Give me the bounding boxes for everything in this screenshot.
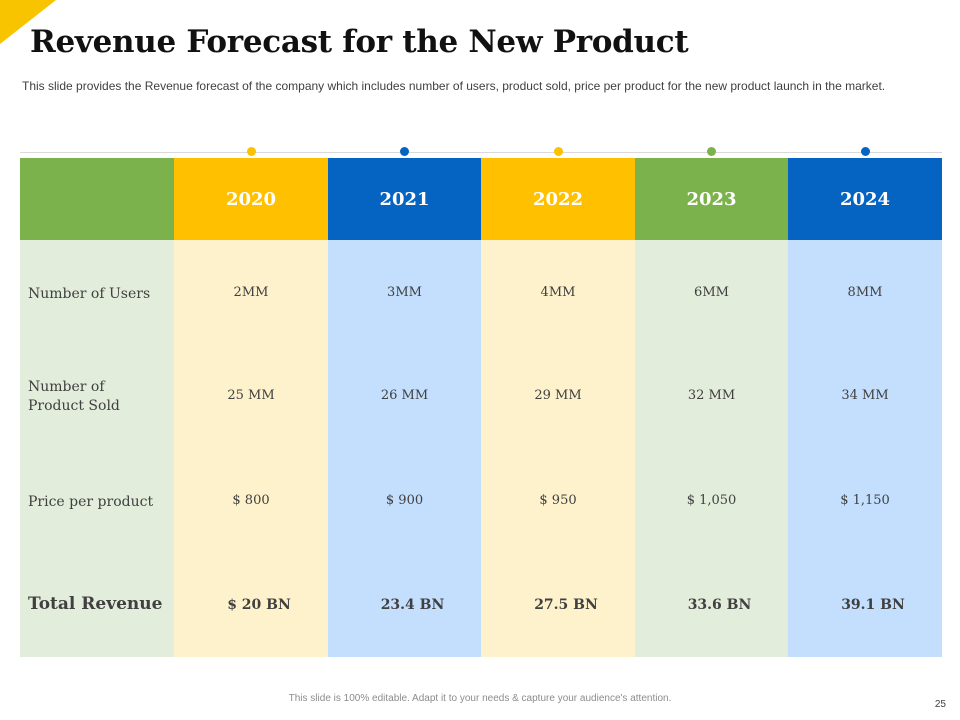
year-header: 2021	[328, 158, 481, 240]
year-column-2024: 2024 8MM 34 MM $ 1,150 39.1 BN	[788, 158, 942, 657]
timeline-dot	[246, 147, 256, 156]
row-label-total-revenue: Total Revenue	[28, 594, 163, 614]
total-revenue-value: 39.1 BN	[841, 597, 905, 613]
total-revenue-value: $ 20 BN	[227, 597, 291, 613]
total-revenue-value: 23.4 BN	[380, 597, 445, 613]
label-column-header	[20, 158, 174, 240]
year-column-body: 2MM 25 MM $ 800 $ 20 BN	[174, 240, 328, 657]
table-cell: $ 1,050	[686, 493, 737, 508]
footer-note: This slide is 100% editable. Adapt it to…	[288, 693, 672, 704]
table-cell: 26 MM	[380, 388, 429, 403]
table-cell: 4MM	[540, 285, 576, 300]
year-header: 2020	[174, 158, 328, 240]
year-column-2023: 2023 6MM 32 MM $ 1,050 33.6 BN	[635, 158, 788, 657]
total-revenue-value: 27.5 BN	[534, 597, 598, 613]
timeline-dot	[860, 147, 870, 156]
table-cell: 3MM	[387, 285, 422, 300]
table-cell: $ 1,150	[840, 493, 890, 508]
page-number: 25	[934, 699, 946, 710]
timeline-dot	[553, 147, 563, 156]
corner-decoration	[0, 0, 56, 44]
timeline-dot	[707, 147, 716, 156]
table-cell: 8MM	[847, 285, 883, 300]
timeline-dot	[400, 147, 409, 156]
table-cell: 29 MM	[534, 388, 582, 403]
year-header: 2024	[788, 158, 942, 240]
total-revenue-value: 33.6 BN	[687, 597, 752, 613]
row-label-column: Number of Users Number of Product Sold P…	[20, 158, 174, 657]
year-column-2022: 2022 4MM 29 MM $ 950 27.5 BN	[481, 158, 635, 657]
year-header: 2022	[481, 158, 635, 240]
timeline-line	[20, 152, 942, 153]
table-cell: 25 MM	[227, 388, 275, 403]
year-column-body: 6MM 32 MM $ 1,050 33.6 BN	[635, 240, 788, 657]
slide-title: Revenue Forecast for the New Product	[30, 24, 689, 60]
row-label-price: Price per product	[28, 494, 154, 510]
table-cell: $ 800	[232, 493, 270, 508]
year-column-body: 3MM 26 MM $ 900 23.4 BN	[328, 240, 481, 657]
row-label-products-sold: Number of Product Sold	[28, 379, 120, 414]
row-label-users: Number of Users	[28, 286, 151, 302]
slide-subtitle: This slide provides the Revenue forecast…	[22, 79, 886, 93]
year-header: 2023	[635, 158, 788, 240]
year-column-body: 8MM 34 MM $ 1,150 39.1 BN	[788, 240, 942, 657]
table-cell: $ 950	[539, 493, 577, 508]
year-column-2021: 2021 3MM 26 MM $ 900 23.4 BN	[328, 158, 481, 657]
year-column-2020: 2020 2MM 25 MM $ 800 $ 20 BN	[174, 158, 328, 657]
table-cell: 32 MM	[687, 388, 736, 403]
table-cell: 2MM	[233, 285, 269, 300]
table-cell: $ 900	[385, 493, 424, 508]
table-cell: 6MM	[694, 285, 729, 300]
year-column-body: 4MM 29 MM $ 950 27.5 BN	[481, 240, 635, 657]
label-column-body: Number of Users Number of Product Sold P…	[20, 240, 174, 657]
table-cell: 34 MM	[841, 388, 889, 403]
